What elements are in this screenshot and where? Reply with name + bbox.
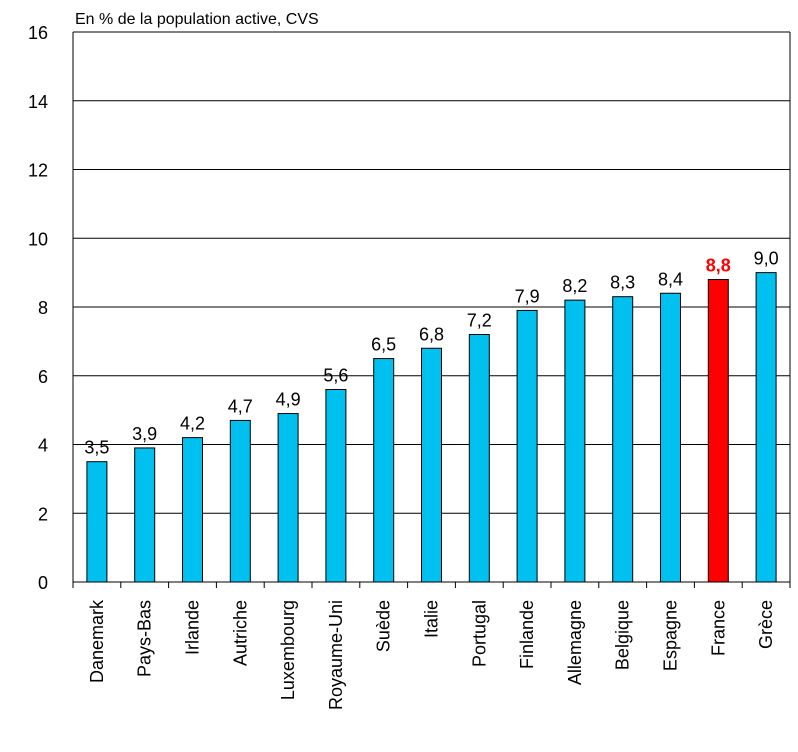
y-tick-label: 0 <box>38 573 48 593</box>
bar <box>612 296 634 583</box>
data-label: 8,4 <box>658 269 683 289</box>
x-tick-label: Pays-Bas <box>135 600 155 677</box>
data-label: 3,9 <box>132 424 157 444</box>
x-tick-label: Suède <box>374 600 394 652</box>
bar <box>755 272 777 583</box>
x-tick-label: Luxembourg <box>278 600 298 700</box>
bar <box>325 389 347 583</box>
data-label: 4,9 <box>276 390 301 410</box>
bar <box>468 334 490 583</box>
x-tick-label: Allemagne <box>565 600 585 685</box>
data-label: 8,8 <box>706 256 731 276</box>
x-tick-label: France <box>708 600 728 656</box>
data-label: 7,2 <box>467 311 492 331</box>
x-tick-label: Portugal <box>469 600 489 667</box>
x-tick-label: Italie <box>422 600 442 638</box>
bar <box>564 299 586 583</box>
data-label: 4,7 <box>228 396 253 416</box>
data-label: 4,2 <box>180 414 205 434</box>
y-tick-label: 12 <box>28 161 48 181</box>
data-label: 6,5 <box>371 335 396 355</box>
bar <box>86 461 108 583</box>
y-tick-label: 2 <box>38 504 48 524</box>
y-tick-label: 16 <box>28 23 48 43</box>
bar <box>660 292 681 583</box>
y-tick-label: 4 <box>38 436 48 456</box>
x-tick-label: Finlande <box>517 600 537 669</box>
data-label: 8,2 <box>562 276 587 296</box>
data-label: 9,0 <box>754 249 779 269</box>
x-tick-label: Grèce <box>756 600 776 649</box>
chart-subtitle: En % de la population active, CVS <box>75 11 319 28</box>
bar <box>134 447 156 583</box>
data-label: 6,8 <box>419 324 444 344</box>
y-tick-label: 6 <box>38 367 48 387</box>
bar <box>707 279 729 583</box>
bar <box>182 437 203 583</box>
data-label: 5,6 <box>323 366 348 386</box>
data-label: 3,5 <box>84 438 109 458</box>
y-tick-label: 10 <box>28 229 48 249</box>
x-tick-label: Autriche <box>230 600 250 666</box>
x-tick-label: Danemark <box>87 599 107 683</box>
x-tick-label: Irlande <box>183 600 203 655</box>
data-label: 8,3 <box>610 273 635 293</box>
y-tick-label: 14 <box>28 92 48 112</box>
x-tick-label: Royaume-Uni <box>326 600 346 710</box>
bar <box>229 419 251 583</box>
bar <box>516 309 538 583</box>
x-tick-label: Espagne <box>661 600 681 671</box>
bar <box>373 358 395 583</box>
bar <box>421 347 442 583</box>
x-tick-label: Belgique <box>613 600 633 670</box>
data-label: 7,9 <box>515 286 540 306</box>
y-tick-label: 8 <box>38 298 48 318</box>
bar <box>277 413 299 583</box>
